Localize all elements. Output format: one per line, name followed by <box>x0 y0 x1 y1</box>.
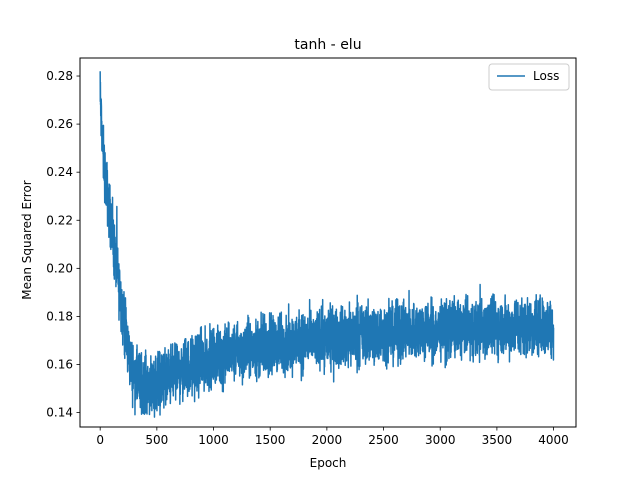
x-tick-label: 4000 <box>538 433 569 447</box>
y-tick-label: 0.18 <box>46 309 73 323</box>
x-tick-label: 3500 <box>482 433 513 447</box>
legend-label-loss: Loss <box>533 69 559 83</box>
y-tick-label: 0.14 <box>46 406 73 420</box>
legend: Loss <box>488 63 570 91</box>
y-tick-label: 0.22 <box>46 213 73 227</box>
plot-area <box>99 71 555 418</box>
y-tick-label: 0.24 <box>46 165 73 179</box>
y-tick-label: 0.20 <box>46 261 73 275</box>
y-tick-label: 0.26 <box>46 117 73 131</box>
legend-box <box>488 63 570 91</box>
y-axis: 0.14 0.16 0.18 0.20 0.22 0.24 0.26 0.28 <box>46 69 80 420</box>
x-tick-label: 0 <box>96 433 104 447</box>
x-tick-label: 2000 <box>312 433 343 447</box>
plot-frame <box>79 57 577 428</box>
y-tick-label: 0.28 <box>46 69 73 83</box>
x-tick-label: 2500 <box>368 433 399 447</box>
y-axis-label: Mean Squared Error <box>20 180 34 300</box>
series-line-loss <box>99 71 555 418</box>
x-axis: 0 500 1000 1500 2000 2500 3000 3500 4000 <box>96 427 569 447</box>
x-tick-label: 500 <box>145 433 168 447</box>
x-axis-label: Epoch <box>310 456 347 470</box>
chart-title: tanh - elu <box>294 37 361 53</box>
x-tick-label: 3000 <box>425 433 456 447</box>
y-tick-label: 0.16 <box>46 357 73 371</box>
x-tick-label: 1000 <box>198 433 229 447</box>
x-tick-label: 1500 <box>255 433 286 447</box>
